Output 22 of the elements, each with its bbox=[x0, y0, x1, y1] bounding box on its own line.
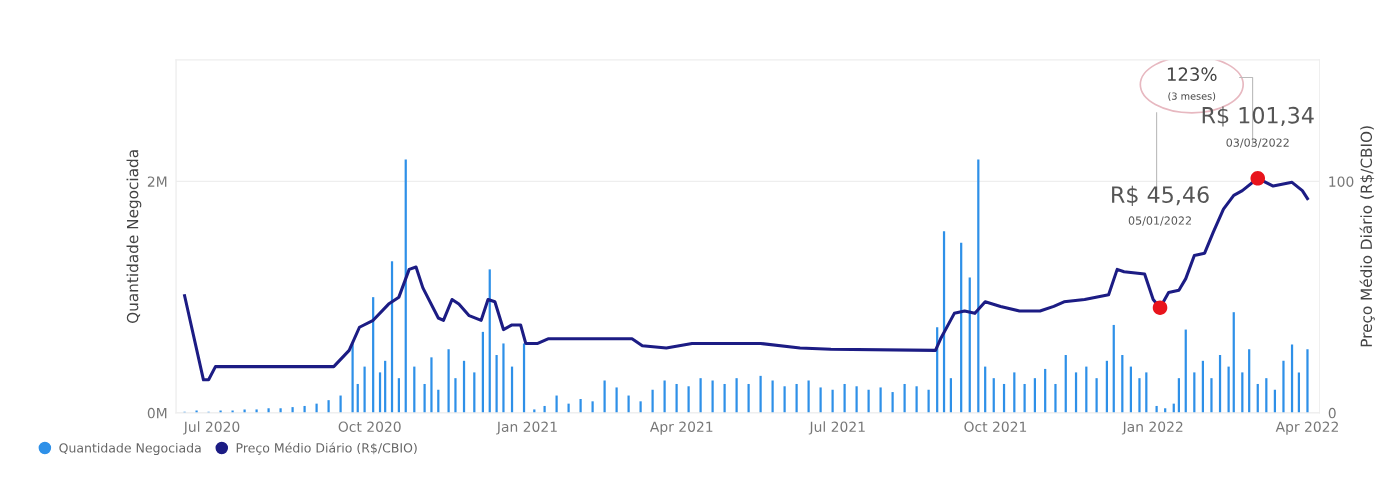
x-tick-label: Oct 2021 bbox=[964, 421, 1027, 432]
annotation: R$ 101,34 bbox=[1202, 106, 1314, 127]
legend-label: Quantidade Negociada bbox=[59, 442, 201, 456]
y-axis-title: Quantidade Negociada bbox=[126, 150, 142, 323]
x-tick-label: Jul 2021 bbox=[808, 421, 865, 435]
y-tick-label: 0M bbox=[147, 407, 167, 419]
x-tick-label: Jan 2022 bbox=[1121, 421, 1183, 435]
y2-tick-label: 0 bbox=[1328, 407, 1336, 419]
annotation: 05/01/2022 bbox=[1128, 216, 1191, 226]
annotation: R$ 45,46 bbox=[1112, 185, 1209, 206]
x-tick-label: Jan 2021 bbox=[496, 421, 557, 435]
y2-tick-label: 100 bbox=[1329, 176, 1354, 187]
annotation: (3 meses) bbox=[1168, 92, 1216, 101]
x-tick-label: Apr 2022 bbox=[1275, 421, 1338, 435]
annotation: 03/03/2022 bbox=[1226, 138, 1289, 148]
x-tick-label: Oct 2020 bbox=[338, 421, 401, 432]
y-tick-label: 2M bbox=[147, 176, 167, 187]
legend-label: Preço Médio Diário (R$/CBIO) bbox=[236, 442, 417, 455]
y2-axis-title: Preço Médio Diário (R$/CBIO) bbox=[1359, 126, 1375, 347]
x-tick-label: Apr 2021 bbox=[649, 421, 713, 435]
annotation: 123% bbox=[1167, 67, 1217, 81]
x-tick-label: Jul 2020 bbox=[183, 421, 240, 435]
